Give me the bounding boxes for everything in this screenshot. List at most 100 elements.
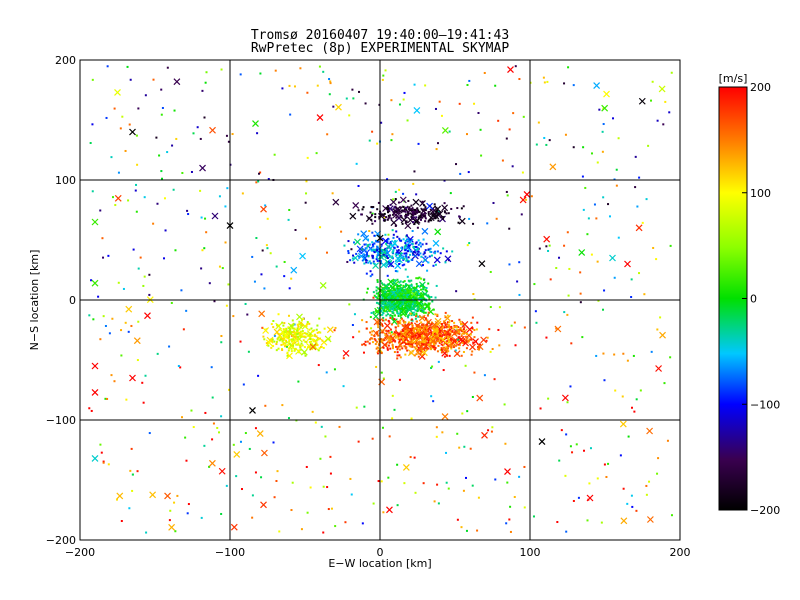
data-point	[201, 89, 204, 92]
data-point	[409, 295, 412, 298]
data-cross	[129, 374, 136, 382]
data-point	[410, 345, 413, 348]
data-cross	[561, 394, 569, 402]
data-point	[558, 256, 561, 259]
data-point	[450, 347, 453, 350]
data-point	[352, 241, 355, 244]
data-point	[445, 212, 448, 215]
data-point	[305, 465, 308, 468]
data-point	[478, 348, 481, 351]
data-point	[388, 308, 391, 311]
data-point	[406, 275, 409, 278]
data-point	[393, 246, 396, 249]
data-point	[376, 259, 379, 262]
data-point	[375, 286, 378, 289]
data-point	[439, 348, 442, 351]
data-point	[407, 279, 410, 282]
data-point	[396, 297, 399, 300]
data-point	[389, 339, 392, 342]
data-point	[663, 382, 666, 385]
data-point	[422, 324, 425, 327]
data-point	[374, 343, 377, 346]
data-point	[650, 350, 653, 353]
data-point	[401, 305, 404, 308]
data-point	[300, 319, 303, 322]
data-point	[105, 116, 108, 119]
data-point	[436, 338, 439, 341]
data-point	[121, 115, 124, 118]
data-point	[398, 321, 401, 324]
colorbar-tick-label: 200	[750, 81, 771, 94]
data-point	[402, 321, 405, 324]
data-point	[424, 217, 427, 220]
data-point	[407, 321, 410, 324]
data-point	[603, 379, 606, 382]
data-point	[290, 509, 293, 512]
data-point	[435, 323, 438, 326]
data-point	[141, 381, 144, 384]
data-cross	[399, 307, 407, 315]
data-point	[391, 256, 394, 259]
data-point	[415, 287, 418, 290]
data-point	[389, 347, 392, 350]
data-point	[396, 354, 399, 357]
data-point	[413, 337, 416, 340]
data-point	[273, 340, 276, 343]
data-point	[417, 248, 420, 251]
data-point	[404, 249, 407, 252]
data-point	[402, 298, 405, 301]
data-point	[408, 253, 411, 256]
data-cross	[164, 492, 171, 500]
data-point	[371, 330, 374, 333]
data-point	[394, 190, 397, 193]
data-point	[313, 338, 316, 341]
data-point	[463, 445, 466, 448]
data-point	[412, 308, 415, 311]
data-point	[462, 205, 465, 208]
data-point	[423, 212, 426, 215]
data-point	[378, 343, 381, 346]
data-cross	[149, 491, 157, 499]
data-point	[388, 210, 391, 213]
data-point	[425, 333, 428, 336]
data-point	[433, 344, 436, 347]
data-point	[406, 315, 409, 318]
data-point	[421, 200, 424, 203]
data-point	[367, 261, 370, 264]
data-point	[409, 337, 412, 340]
data-point	[478, 346, 481, 349]
data-point	[420, 350, 423, 353]
data-point	[497, 328, 500, 331]
data-point	[306, 333, 309, 336]
data-point	[388, 255, 391, 258]
data-point	[423, 204, 426, 207]
data-cross	[593, 82, 601, 89]
y-tick-label: 200	[55, 54, 76, 67]
data-point	[420, 332, 423, 335]
data-point	[406, 246, 409, 249]
data-point	[282, 343, 285, 346]
data-cross	[396, 256, 403, 264]
data-cross	[91, 362, 99, 370]
data-point	[386, 306, 389, 309]
data-point	[435, 148, 438, 151]
data-point	[426, 329, 429, 332]
data-point	[311, 410, 314, 413]
data-point	[399, 319, 402, 322]
data-point	[406, 119, 409, 122]
data-point	[239, 440, 242, 443]
data-cross	[578, 249, 586, 256]
data-point	[401, 209, 404, 212]
data-point	[148, 293, 151, 296]
data-point	[463, 326, 466, 329]
data-cross	[620, 517, 628, 525]
data-point	[413, 346, 416, 349]
data-cross	[389, 284, 397, 292]
data-point	[457, 343, 460, 346]
data-point	[411, 302, 414, 305]
data-point	[427, 339, 430, 342]
data-point	[182, 328, 185, 331]
data-cross	[441, 126, 449, 134]
data-point	[394, 305, 397, 308]
data-point	[309, 486, 312, 489]
